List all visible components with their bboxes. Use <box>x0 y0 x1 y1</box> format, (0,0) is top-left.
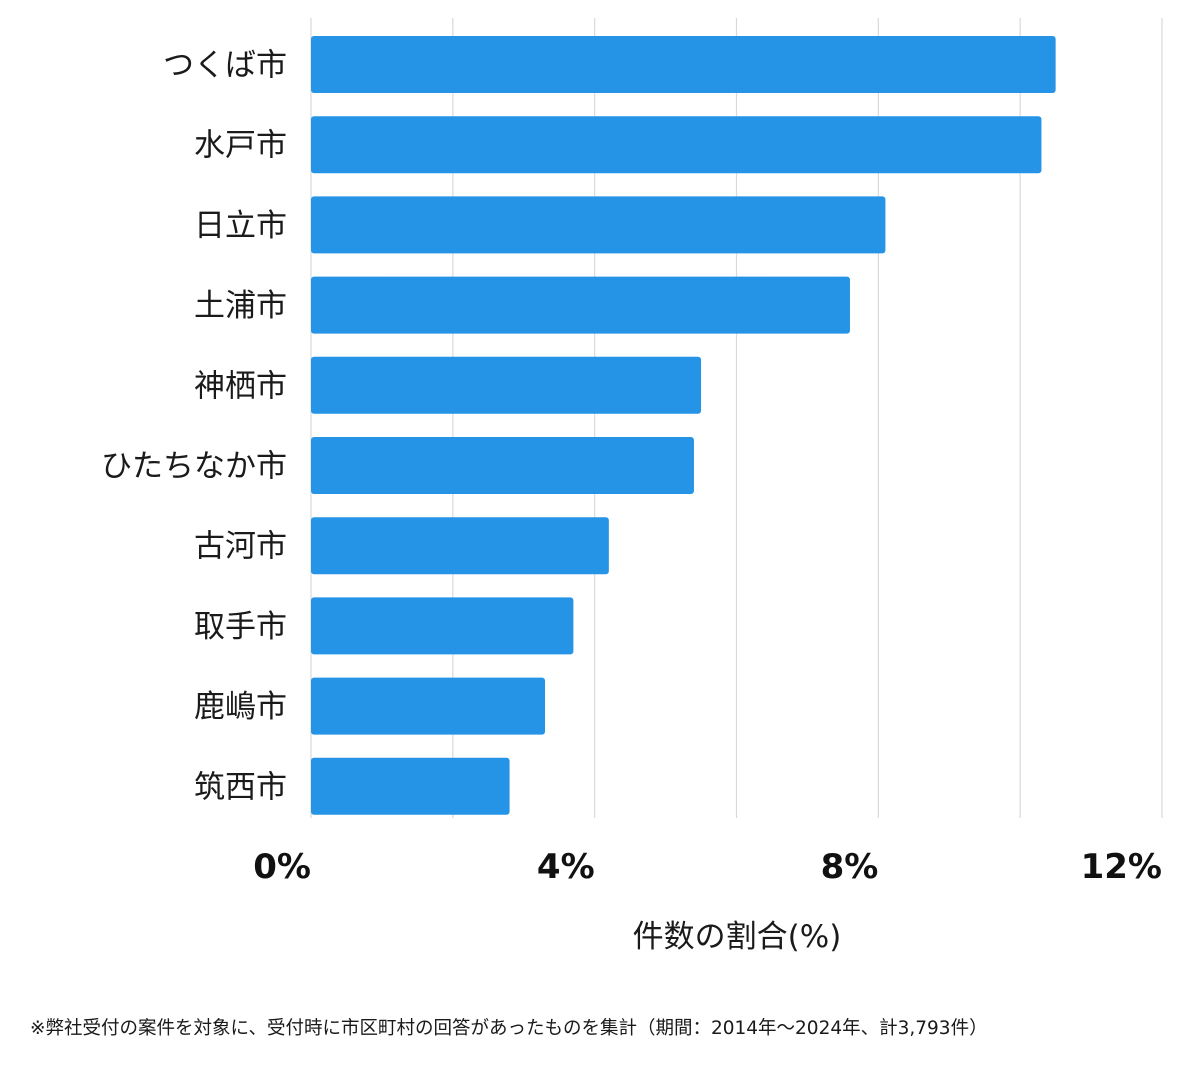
x-tick-labels: 0% 4% 8% 12% <box>253 847 1162 887</box>
bar <box>311 437 694 494</box>
bar <box>311 356 702 414</box>
x-tick-label: 12% <box>1081 847 1162 887</box>
x-tick-label: 8% <box>821 847 879 887</box>
x-axis-title: 件数の割合(%) <box>633 919 842 955</box>
footnote: ※弊社受付の案件を対象に、受付時に市区町村の回答があったものを集計（期間：201… <box>30 1018 988 1039</box>
bar <box>311 597 574 655</box>
category-label: 筑西市 <box>194 769 287 805</box>
bars <box>311 36 1056 815</box>
bar <box>311 276 850 334</box>
category-label: 鹿嶋市 <box>194 689 287 725</box>
bar <box>311 517 609 575</box>
category-label: 取手市 <box>194 609 287 645</box>
bar <box>311 196 886 254</box>
category-label: 日立市 <box>194 208 287 244</box>
category-label: 土浦市 <box>194 288 287 324</box>
category-label: ひたちなか市 <box>101 449 287 485</box>
x-tick-label: 4% <box>537 847 595 887</box>
bar <box>311 36 1056 93</box>
category-label: つくば市 <box>163 48 287 84</box>
x-tick-label: 0% <box>253 847 311 887</box>
category-label: 水戸市 <box>194 128 287 164</box>
category-label: 古河市 <box>194 529 287 565</box>
category-label: 神栖市 <box>194 368 287 404</box>
bar <box>311 757 510 815</box>
bar <box>311 116 1042 174</box>
bar <box>311 677 546 735</box>
